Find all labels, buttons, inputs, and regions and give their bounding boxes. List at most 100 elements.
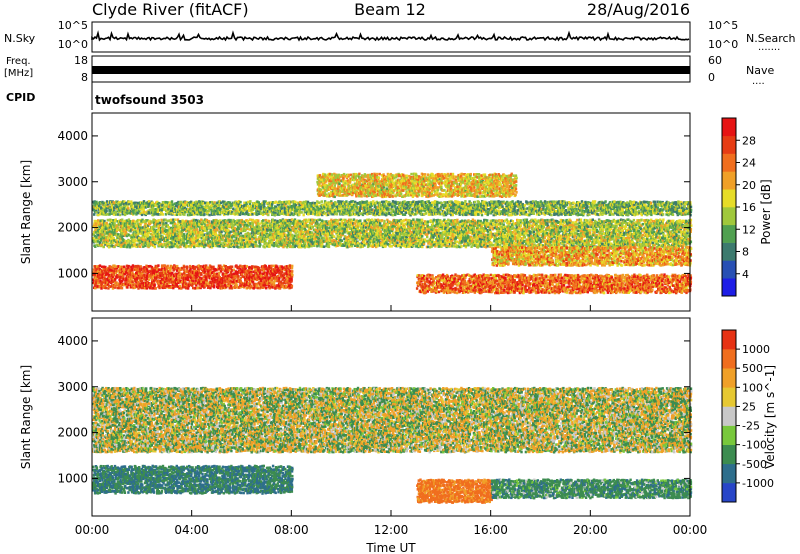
power-cell-band-1: [249, 233, 251, 236]
power-cell-band-1: [359, 234, 361, 237]
power-cell-band-1: [412, 245, 414, 248]
power-cell-band-1: [108, 243, 110, 246]
power-cell-band-1: [206, 224, 208, 227]
power-cell-band-1: [381, 219, 383, 222]
power-cell-band-1: [221, 239, 223, 242]
power-cell-band-1: [208, 220, 210, 223]
power-cell-band-0: [200, 272, 202, 275]
power-cell-band-0: [265, 287, 267, 290]
power-cell-band-1: [206, 232, 208, 235]
power-cell-band-1: [216, 229, 218, 232]
power-cell-band-0: [235, 282, 237, 285]
power-cell-band-1: [229, 231, 231, 234]
power-cell-band-1: [392, 228, 394, 231]
power-cell-band-1: [333, 239, 335, 242]
power-cell-band-1: [202, 237, 204, 240]
power-cell-band-0: [128, 265, 130, 268]
power-cell-band-1: [296, 237, 298, 240]
power-cell-band-1: [174, 223, 176, 226]
power-cell-band-1: [220, 231, 222, 234]
power-cell-band-1: [254, 234, 256, 237]
power-cell-band-1: [259, 244, 261, 247]
power-cell-band-1: [301, 228, 303, 231]
plot-canvas: Clyde River (fitACF) Beam 12 28/Aug/2016…: [0, 0, 800, 554]
power-cell-band-0: [266, 272, 268, 275]
power-cell-band-1: [193, 241, 195, 244]
power-cell-band-0: [246, 265, 248, 268]
freq-left-tick-bottom: 8: [81, 71, 88, 84]
power-cell-band-1: [439, 232, 441, 235]
power-cell-band-0: [119, 273, 121, 276]
power-cell-band-1: [200, 219, 202, 222]
power-cell-band-1: [186, 245, 188, 248]
power-cell-band-1: [268, 220, 270, 223]
power-cell-band-0: [219, 276, 221, 279]
power-cell-band-1: [389, 230, 391, 233]
power-cell-band-0: [281, 271, 283, 274]
power-cell-band-0: [256, 285, 258, 288]
power-cell-band-1: [154, 246, 156, 249]
power-cell-band-1: [383, 220, 385, 223]
power-cell-band-0: [200, 265, 202, 268]
power-cell-band-0: [121, 287, 123, 290]
noise-trace: [92, 33, 689, 40]
freq-right-tick-bottom: 0: [708, 71, 715, 84]
power-cell-band-1: [396, 242, 398, 245]
noise-left-tick-top: 10^5: [58, 19, 88, 32]
power-cell-band-1: [291, 246, 293, 249]
power-cell-band-1: [159, 222, 161, 225]
power-cell-band-1: [256, 245, 258, 248]
beam-title: Beam 12: [354, 0, 426, 19]
power-cell-band-1: [273, 238, 275, 241]
power-cell-band-1: [113, 222, 115, 225]
power-cell-band-1: [134, 220, 136, 223]
power-cell-band-0: [157, 264, 159, 267]
power-cell-band-1: [210, 229, 212, 232]
power-cell-band-0: [213, 284, 215, 287]
power-cell-band-1: [346, 228, 348, 231]
power-cell-band-0: [183, 266, 185, 269]
power-cell-band-0: [130, 278, 132, 281]
power-cell-band-1: [456, 241, 458, 244]
power-cell-band-0: [158, 287, 160, 290]
power-cell-band-1: [421, 219, 423, 222]
power-cell-band-1: [412, 218, 414, 221]
power-cell-band-1: [139, 245, 141, 248]
power-cell-band-1: [370, 222, 372, 225]
power-cell-band-0: [154, 287, 156, 290]
power-cell-band-1: [203, 239, 205, 242]
power-cell-band-0: [137, 281, 139, 284]
power-cell-band-1: [137, 230, 139, 233]
power-cell-band-1: [179, 246, 181, 249]
power-cell-band-1: [311, 231, 313, 234]
power-cell-band-1: [427, 220, 429, 223]
power-cell-band-1: [296, 241, 298, 244]
power-cell-band-0: [271, 265, 273, 268]
power-cell-band-1: [258, 226, 260, 229]
power-cell-band-1: [333, 235, 335, 238]
power-cell-band-1: [289, 231, 291, 234]
power-cell-band-1: [440, 221, 442, 224]
station-title: Clyde River (fitACF): [92, 0, 249, 19]
freq-right-tick-top: 60: [708, 54, 722, 67]
power-cell-band-1: [196, 228, 198, 231]
power-cell-band-1: [106, 222, 108, 225]
power-cell-band-1: [302, 231, 304, 234]
power-cell-band-1: [255, 240, 257, 243]
power-cell-band-1: [380, 231, 382, 234]
power-cell-band-0: [123, 266, 125, 269]
power-cell-band-1: [94, 220, 96, 223]
power-cell-band-0: [154, 284, 156, 287]
cpid-value: twofsound 3503: [95, 93, 204, 107]
power-cell-band-1: [447, 237, 449, 240]
power-cell-band-1: [357, 242, 359, 245]
power-cell-band-1: [289, 225, 291, 228]
power-cell-band-1: [312, 226, 314, 229]
power-cell-band-1: [339, 228, 341, 231]
date-title: 28/Aug/2016: [587, 0, 690, 19]
power-cell-band-0: [179, 285, 181, 288]
power-cell-band-1: [293, 237, 295, 240]
noise-left-label: N.Sky: [4, 32, 36, 45]
noise-right-legend: .......: [758, 42, 780, 53]
power-cell-band-1: [174, 219, 176, 222]
